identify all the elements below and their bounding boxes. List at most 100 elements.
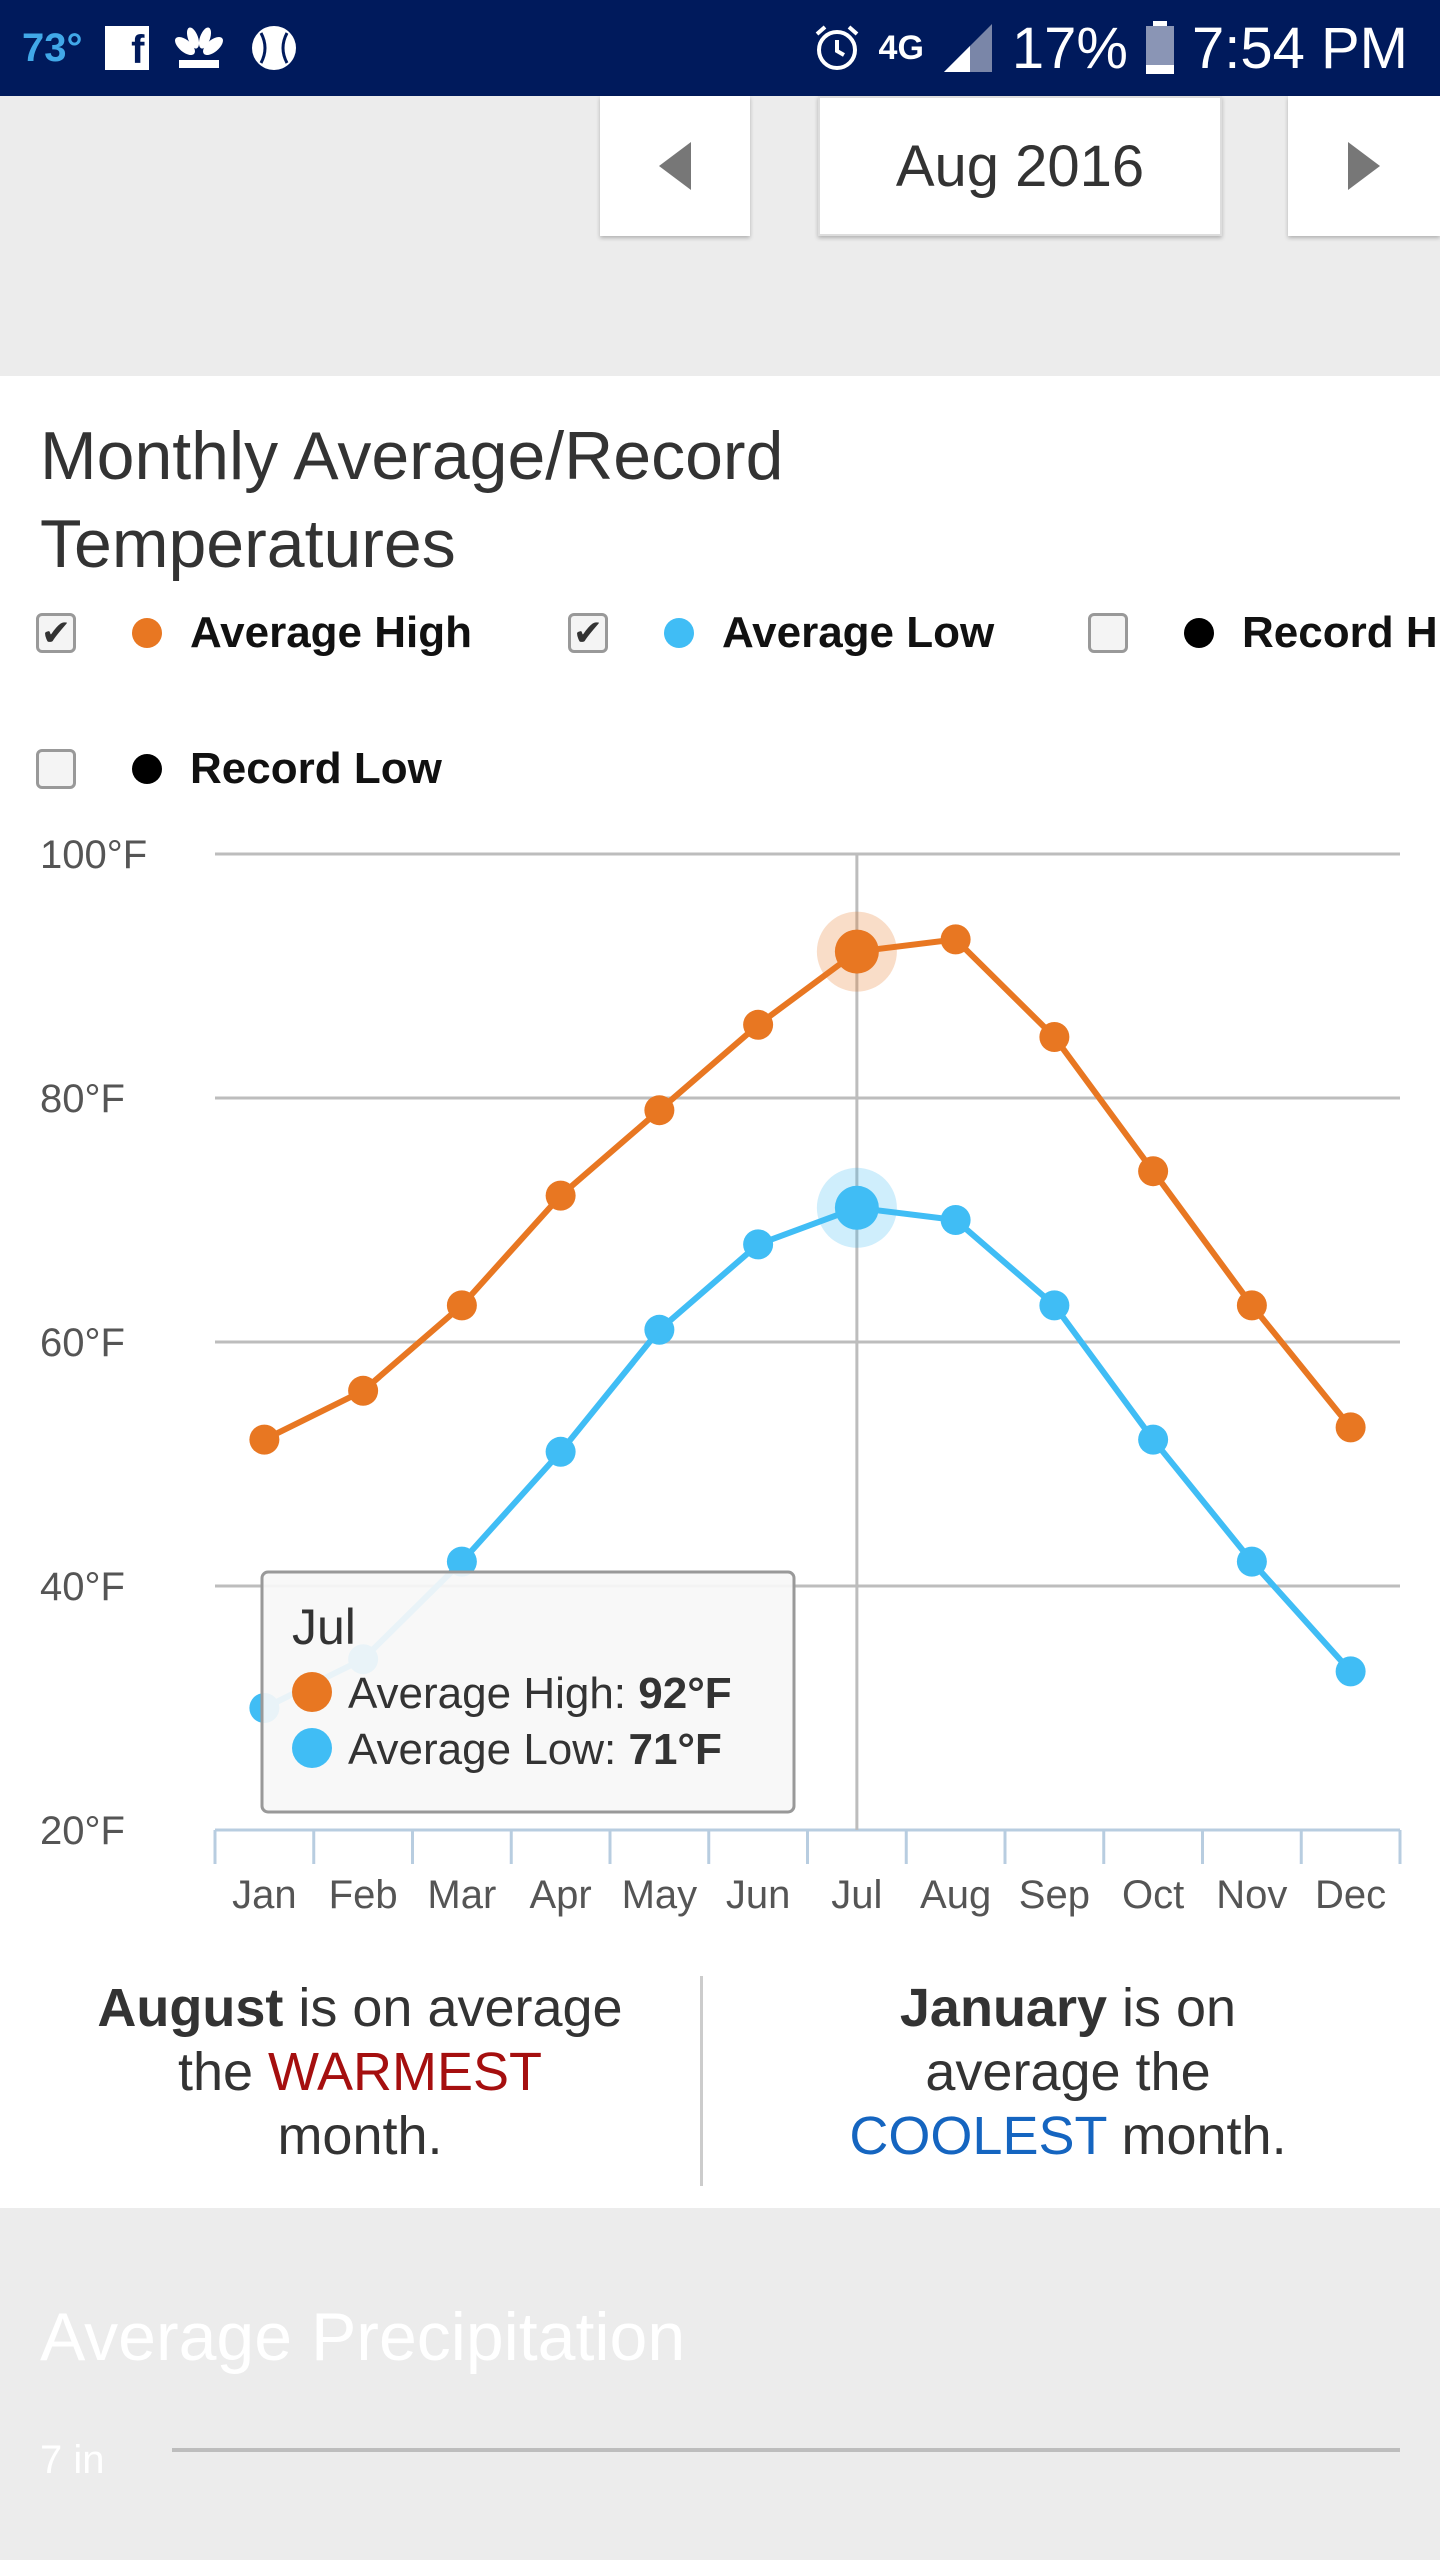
x-tick-label: Nov [1216,1873,1287,1917]
battery-icon [1146,21,1174,74]
temperature-line-chart[interactable]: 20°F 40°F 60°F 80°F 100°F Jan Feb Mar Apr May Jun J… [0,824,1440,1974]
status-bar: 73° f 4G 17% [0,0,1440,96]
summary-text: the [177,2042,269,2102]
network-type-indicator: 4G [878,28,924,67]
legend-record-high[interactable]: Record High [1088,608,1440,658]
data-point [1138,1424,1169,1455]
data-point [1236,1290,1267,1321]
clock-time: 7:54 PM [1192,15,1408,81]
legend-average-low[interactable]: ✔ Average Low [568,608,994,658]
x-tick-label: Sep [1019,1873,1090,1917]
data-point [545,1436,576,1467]
x-tick-label: Mar [427,1873,496,1917]
y-tick-label: 40°F [40,1565,125,1609]
data-point [644,1314,675,1345]
data-point [743,1009,774,1040]
previous-month-button[interactable] [600,96,750,236]
tooltip-high-value: 92°F [638,1669,731,1718]
battery-percent: 17% [1011,15,1128,81]
data-point [1236,1546,1267,1577]
coolest-month-summary: January is on average the COOLEST month. [728,1976,1408,2186]
precipitation-gridline [172,2448,1400,2452]
data-point [1335,1412,1366,1443]
x-tick-label: Apr [530,1873,592,1917]
data-point [834,929,879,974]
data-point [446,1290,477,1321]
tooltip-low-value: 71°F [628,1725,721,1774]
x-tick-label: Oct [1122,1873,1184,1917]
temperature-card: Monthly Average/Record Temperatures ✔ Ave… [0,376,1440,2208]
summary-divider [700,1976,703,2186]
legend-label: Average High [190,608,473,657]
summary-text: is on average [283,1978,623,2038]
data-point [545,1180,576,1211]
x-tick-label: Dec [1315,1873,1386,1917]
data-point [1138,1156,1169,1187]
precipitation-section: Average Precipitation 7 in [0,2208,1440,2560]
data-point [1039,1290,1070,1321]
data-point [1039,1022,1070,1052]
data-point [446,1546,477,1577]
chart-title: Monthly Average/Record Temperatures [40,412,783,588]
legend-label: Record High [1242,608,1440,657]
facebook-icon: f [104,26,149,70]
nbc-icon [174,27,223,68]
summary-text: is on [1107,1978,1237,2038]
alarm-icon [815,25,858,70]
summary-text: month. [1106,2106,1287,2166]
legend-record-low[interactable]: Record Low [36,744,442,794]
data-point [834,1185,879,1230]
average-high-swatch [132,618,162,648]
chart-title-line2: Temperatures [40,506,456,582]
next-month-button[interactable] [1288,96,1440,236]
data-point [743,1229,774,1260]
weather-temp-indicator: 73° [22,25,83,70]
series-line-average-high [263,936,1353,1443]
left-arrow-icon [659,142,691,190]
coolest-word: COOLEST [849,2106,1107,2166]
average-low-checkbox[interactable]: ✔ [568,612,608,653]
legend-label: Record Low [190,744,442,793]
data-point [348,1375,379,1406]
x-tick-label: Jan [232,1873,297,1917]
x-tick-label: Feb [329,1873,398,1917]
chart-tooltip [260,1570,796,1814]
tooltip-low-swatch [292,1728,332,1768]
x-tick-label: Aug [920,1873,991,1917]
average-high-checkbox[interactable]: ✔ [36,612,76,653]
legend-label: Average Low [722,608,995,657]
record-low-swatch [132,754,162,784]
signal-icon [943,24,992,72]
tooltip-high: Average High: 92°F [348,1669,732,1718]
legend-average-high[interactable]: ✔ Average High [36,608,472,658]
summary-text: average the [925,2042,1211,2102]
month-navigation: Aug 2016 [0,96,1440,376]
data-point [940,924,971,955]
warmest-word: WARMEST [268,2042,543,2102]
x-tick-label: Jun [726,1873,791,1917]
y-tick-label: 60°F [40,1321,125,1365]
x-tick-label: May [622,1873,698,1917]
baseball-icon [251,26,296,70]
average-low-swatch [664,618,694,648]
data-point [940,1205,971,1235]
precipitation-y-tick: 7 in [40,2438,105,2482]
precipitation-title: Average Precipitation [40,2299,686,2375]
record-low-checkbox[interactable] [36,749,76,789]
warmest-month-summary: August is on average the WARMEST month. [20,1976,700,2186]
x-tick-label: Jul [831,1873,882,1917]
tooltip-month: Jul [292,1599,356,1655]
data-point [644,1095,675,1126]
right-arrow-icon [1348,142,1380,190]
data-point [1335,1656,1366,1687]
current-month-label: Aug 2016 [818,96,1222,236]
summary-text: month. [277,2106,443,2166]
record-high-checkbox[interactable] [1088,613,1128,653]
tooltip-low: Average Low: 71°F [348,1725,722,1774]
y-tick-label: 20°F [40,1809,125,1853]
warmest-month-name: August [97,1978,284,2038]
record-high-swatch [1184,618,1214,648]
chart-title-line1: Monthly Average/Record [40,418,784,494]
data-point [249,1424,280,1455]
coolest-month-name: January [899,1978,1108,2038]
